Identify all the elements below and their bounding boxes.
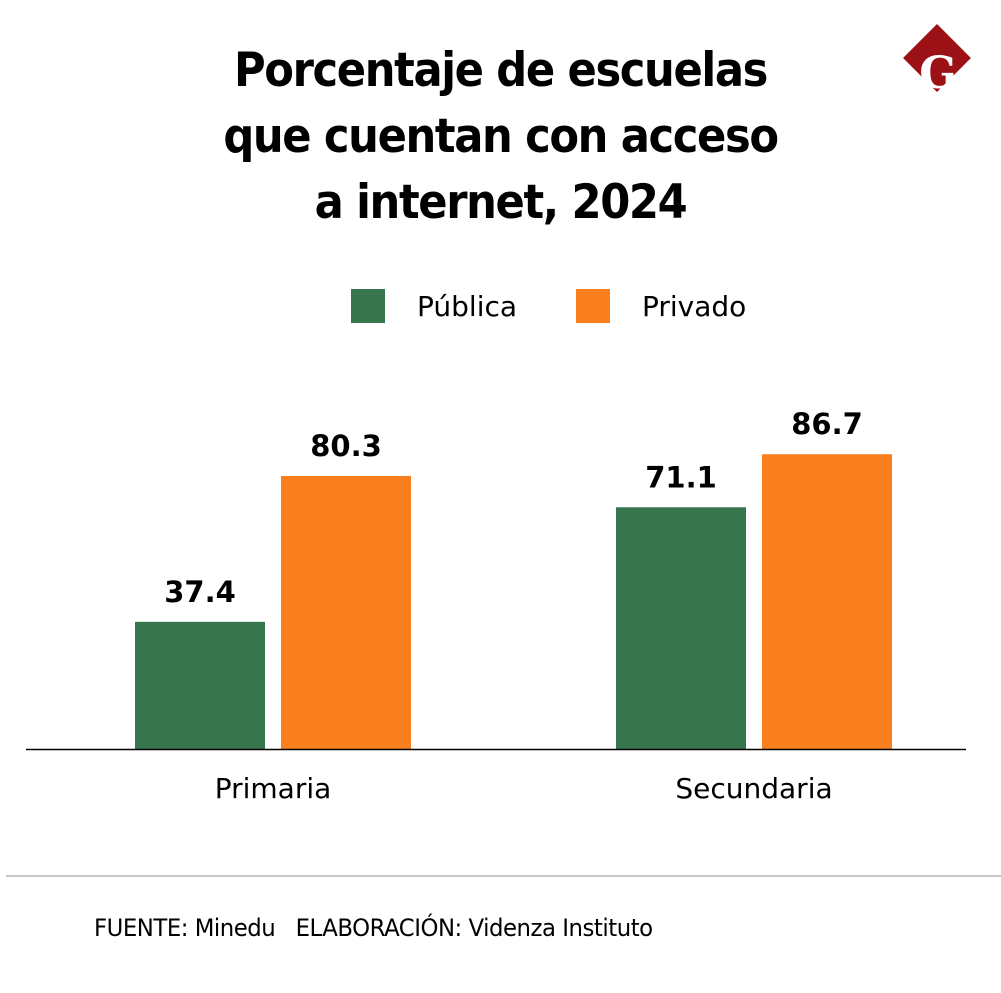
legend: Pública Privado <box>0 286 1001 326</box>
legend-item-privado: Privado <box>576 286 746 326</box>
legend-item-publica: Pública <box>351 286 517 326</box>
brand-logo-letter: G <box>919 48 957 99</box>
chart-title: Porcentaje de escuelas que cuentan con a… <box>40 38 961 236</box>
data-label-primaria-privado: 80.3 <box>310 429 382 463</box>
bar-secundaria-privado <box>762 454 892 749</box>
title-line-1: Porcentaje de escuelas <box>233 43 768 98</box>
bar-primaria-publica <box>135 621 265 749</box>
x-tick-label-primaria: Primaria <box>215 772 332 805</box>
data-label-secundaria-publica: 71.1 <box>645 460 717 494</box>
x-tick-label-secundaria: Secundaria <box>675 772 832 805</box>
bar-primaria-privado <box>281 475 411 749</box>
source-note: FUENTE: Minedu ELABORACIÓN: Videnza Inst… <box>94 914 653 942</box>
data-label-primaria-publica: 37.4 <box>164 575 236 609</box>
legend-label-publica: Pública <box>417 289 518 323</box>
legend-label-privado: Privado <box>642 289 747 323</box>
title-line-3: a internet, 2024 <box>314 175 688 230</box>
legend-swatch-publica <box>351 289 385 323</box>
footer-divider <box>6 875 1001 877</box>
bar-secundaria-publica <box>616 507 746 749</box>
data-label-secundaria-privado: 86.7 <box>791 407 863 441</box>
legend-swatch-privado <box>576 289 610 323</box>
title-line-2: que cuentan con acceso <box>223 109 779 164</box>
